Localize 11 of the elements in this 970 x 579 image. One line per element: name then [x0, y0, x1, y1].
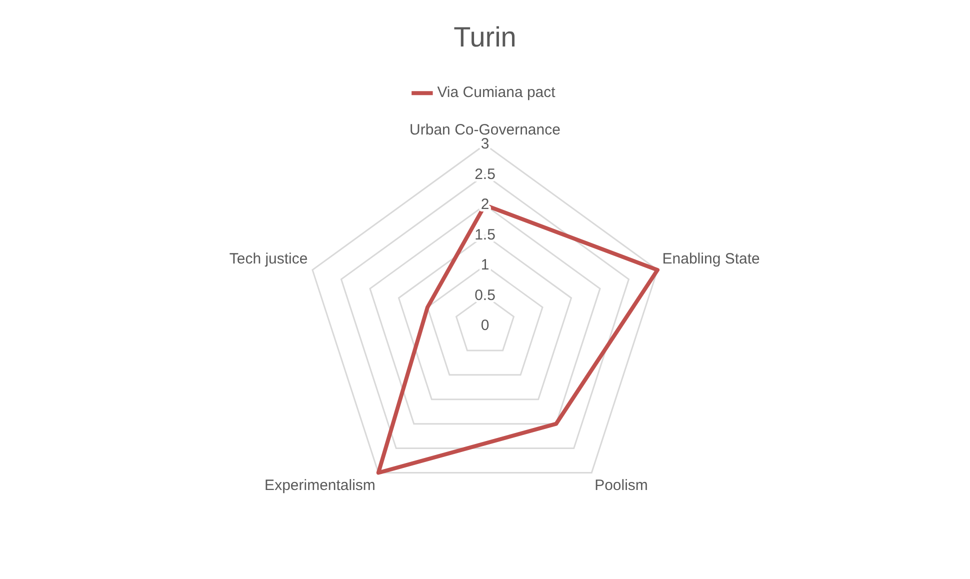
- spoke-label: Experimentalism: [264, 476, 376, 494]
- y-tick-label: 0: [480, 317, 490, 334]
- spoke-label: Tech justice: [229, 250, 308, 268]
- spoke-label: Enabling State: [662, 250, 760, 268]
- chart-title: Turin: [454, 22, 516, 53]
- y-tick-label: 1: [480, 256, 490, 274]
- spoke-label: Poolism: [594, 476, 648, 494]
- y-tick-label: 0.5: [474, 286, 496, 304]
- legend-label: Via Cumiana pact: [437, 84, 556, 102]
- y-tick-label: 1.5: [474, 226, 496, 244]
- y-tick-label: 2.5: [474, 166, 496, 183]
